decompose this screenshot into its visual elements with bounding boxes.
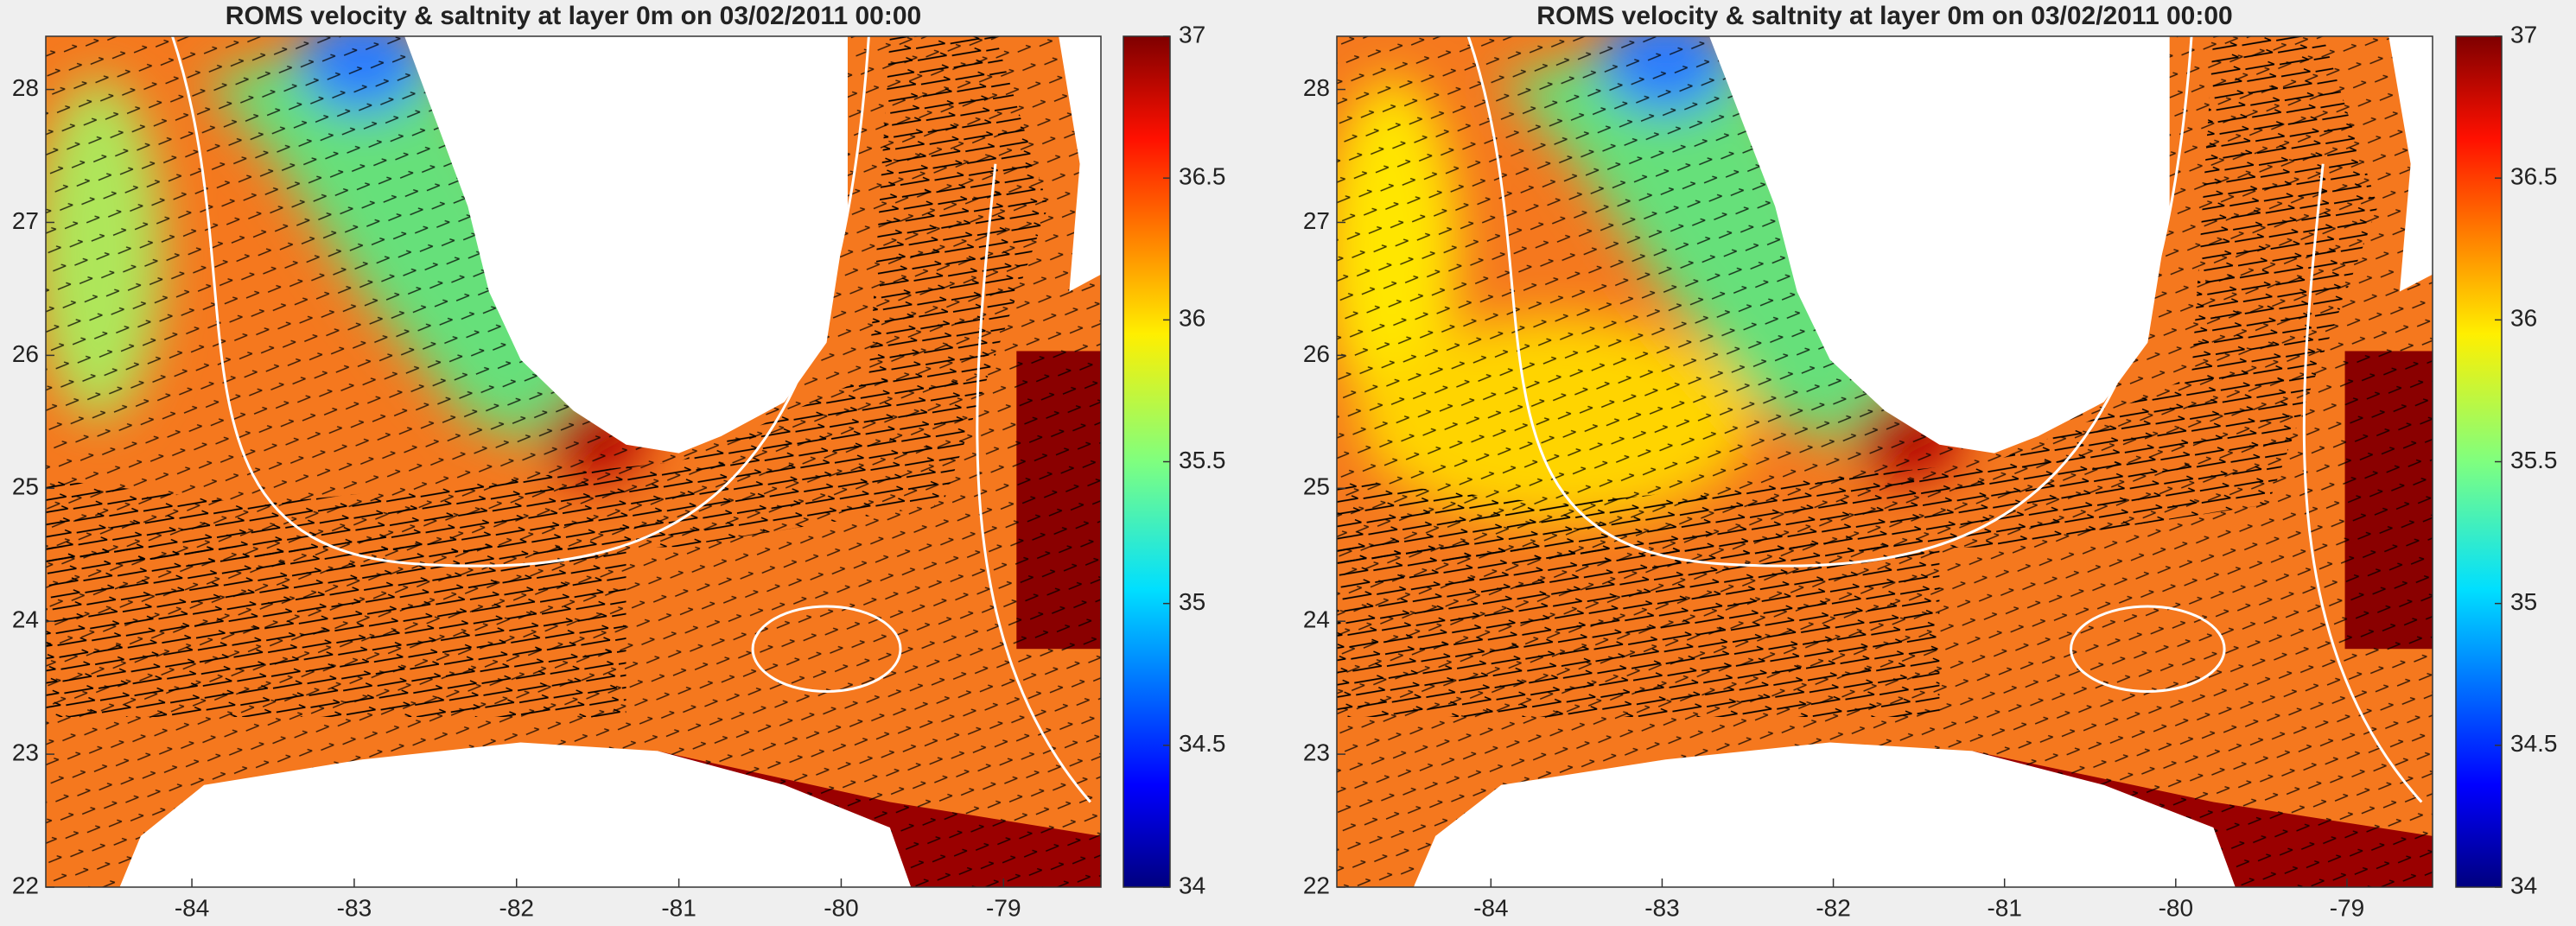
map-panel: ROMS velocity & saltnity at layer 0m on … <box>12 2 1226 921</box>
colorbar-tick-label: 36 <box>2510 305 2537 332</box>
y-tick-label: 24 <box>12 606 39 633</box>
y-tick-label: 22 <box>12 872 39 898</box>
chart-title: ROMS velocity & saltnity at layer 0m on … <box>226 2 921 30</box>
y-tick-label: 25 <box>1303 473 1330 500</box>
x-tick-label: -84 <box>1473 894 1508 921</box>
axes-frame <box>1336 35 2433 888</box>
x-tick-label: -83 <box>1644 894 1679 921</box>
isobath <box>976 163 1091 803</box>
colorbar-tick-label: 35.5 <box>2510 447 2558 473</box>
axes-frame <box>45 35 1102 888</box>
isobath <box>751 605 902 693</box>
cuba <box>119 742 912 887</box>
x-tick-label: -84 <box>175 894 209 921</box>
colorbar-tick-label: 36.5 <box>1179 163 1226 190</box>
colorbar-tick-label: 36 <box>1179 305 1205 332</box>
y-tick-label: 25 <box>12 473 39 500</box>
colorbar-tick-label: 34.5 <box>2510 730 2558 757</box>
isobath <box>2070 605 2226 693</box>
bahamas <box>1059 36 1101 292</box>
x-tick-label: -79 <box>986 894 1021 921</box>
colorbar-tick-label: 35 <box>1179 588 1205 615</box>
colorbar <box>2455 35 2503 888</box>
florida <box>1709 36 2170 453</box>
x-tick-label: -82 <box>1816 894 1850 921</box>
isobath <box>171 36 870 568</box>
y-tick-label: 27 <box>12 207 39 234</box>
field <box>1337 36 2433 887</box>
x-tick-label: -79 <box>2330 894 2364 921</box>
x-tick-label: -82 <box>499 894 534 921</box>
y-tick-label: 23 <box>1303 739 1330 765</box>
x-tick-label: -83 <box>337 894 372 921</box>
colorbar-tick-label: 35.5 <box>1179 447 1226 473</box>
x-tick-label: -80 <box>2159 894 2193 921</box>
colorbar-tick-label: 34 <box>1179 872 1205 898</box>
isobath <box>1466 36 2193 568</box>
isobath <box>2302 163 2423 803</box>
y-tick-label: 23 <box>12 739 39 765</box>
field <box>46 36 1101 887</box>
colorbar-tick-label: 36.5 <box>2510 163 2558 190</box>
colorbar-tick-label: 37 <box>1179 21 1205 48</box>
strait-arrows <box>1337 36 2378 564</box>
y-tick-label: 26 <box>12 340 39 367</box>
colorbar-tick-label: 34.5 <box>1179 730 1226 757</box>
chart-title: ROMS velocity & saltnity at layer 0m on … <box>1536 2 2232 30</box>
strait-arrows <box>46 36 1048 564</box>
y-tick-label: 22 <box>1303 872 1330 898</box>
map-panel: ROMS velocity & saltnity at layer 0m on … <box>1303 2 2558 921</box>
y-tick-label: 24 <box>1303 606 1330 633</box>
y-tick-label: 28 <box>12 74 39 101</box>
x-tick-label: -81 <box>1987 894 2021 921</box>
cuba <box>1413 742 2236 887</box>
y-tick-label: 28 <box>1303 74 1330 101</box>
colorbar <box>1123 35 1171 888</box>
x-tick-label: -80 <box>824 894 858 921</box>
colorbar-tick-label: 35 <box>2510 588 2537 615</box>
y-tick-label: 27 <box>1303 207 1330 234</box>
y-tick-label: 26 <box>1303 340 1330 367</box>
strait-arrows-low <box>1337 547 1940 717</box>
colorbar-tick-label: 37 <box>2510 21 2537 48</box>
x-tick-label: -81 <box>661 894 696 921</box>
colorbar-tick-label: 34 <box>2510 872 2537 898</box>
strait-arrows-low <box>46 547 627 717</box>
florida <box>404 36 848 453</box>
bahamas <box>2388 36 2433 292</box>
